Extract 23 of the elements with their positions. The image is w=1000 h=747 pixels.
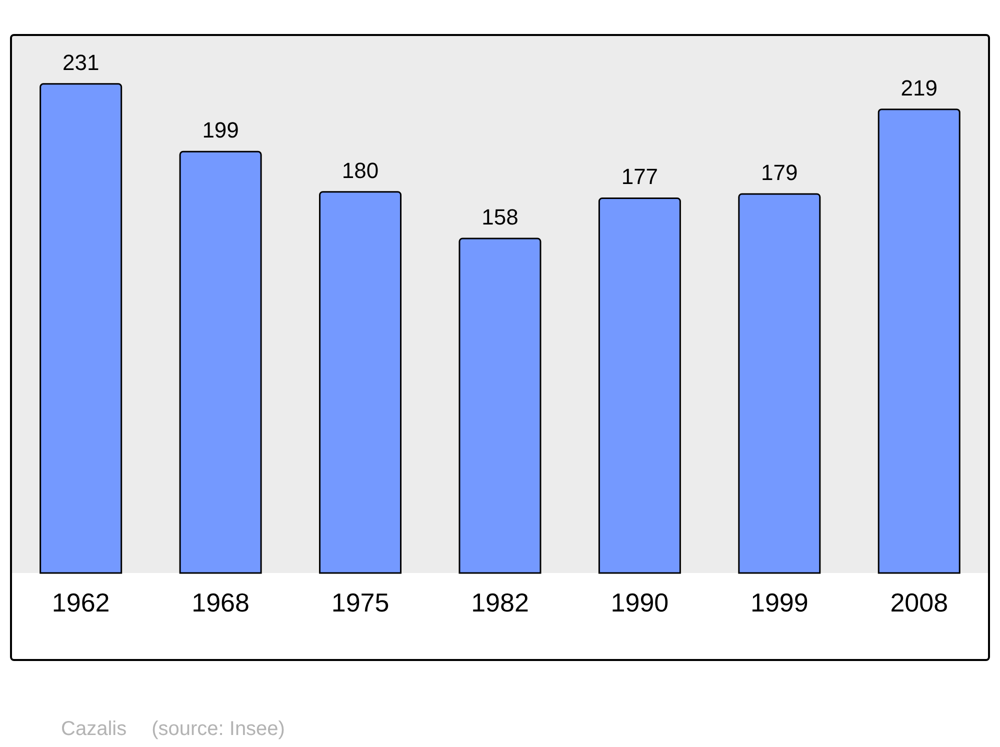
bar <box>319 191 402 574</box>
text: Cazalis <box>61 718 127 741</box>
bar <box>179 150 262 574</box>
bar <box>738 193 821 574</box>
x-tick-label: 1962 <box>52 587 110 618</box>
x-tick-label: 1990 <box>610 587 669 618</box>
data-label: 199 <box>202 118 239 143</box>
x-tick-label: 1999 <box>750 587 808 618</box>
data-label: 219 <box>900 75 938 100</box>
data-label: 180 <box>342 158 379 183</box>
x-tick-label: 1968 <box>192 587 250 618</box>
x-tick-label: 1982 <box>471 587 529 618</box>
x-tick-label: 2008 <box>890 587 948 618</box>
bar <box>878 108 960 574</box>
data-label: 177 <box>621 164 658 190</box>
data-label: 179 <box>761 160 798 186</box>
bar <box>40 83 122 574</box>
bar <box>598 197 681 574</box>
data-label: 158 <box>482 204 518 230</box>
x-tick-label: 1975 <box>331 587 390 618</box>
text: (source: Insee) <box>152 718 285 741</box>
data-label: 231 <box>62 50 100 75</box>
bar <box>458 238 542 574</box>
